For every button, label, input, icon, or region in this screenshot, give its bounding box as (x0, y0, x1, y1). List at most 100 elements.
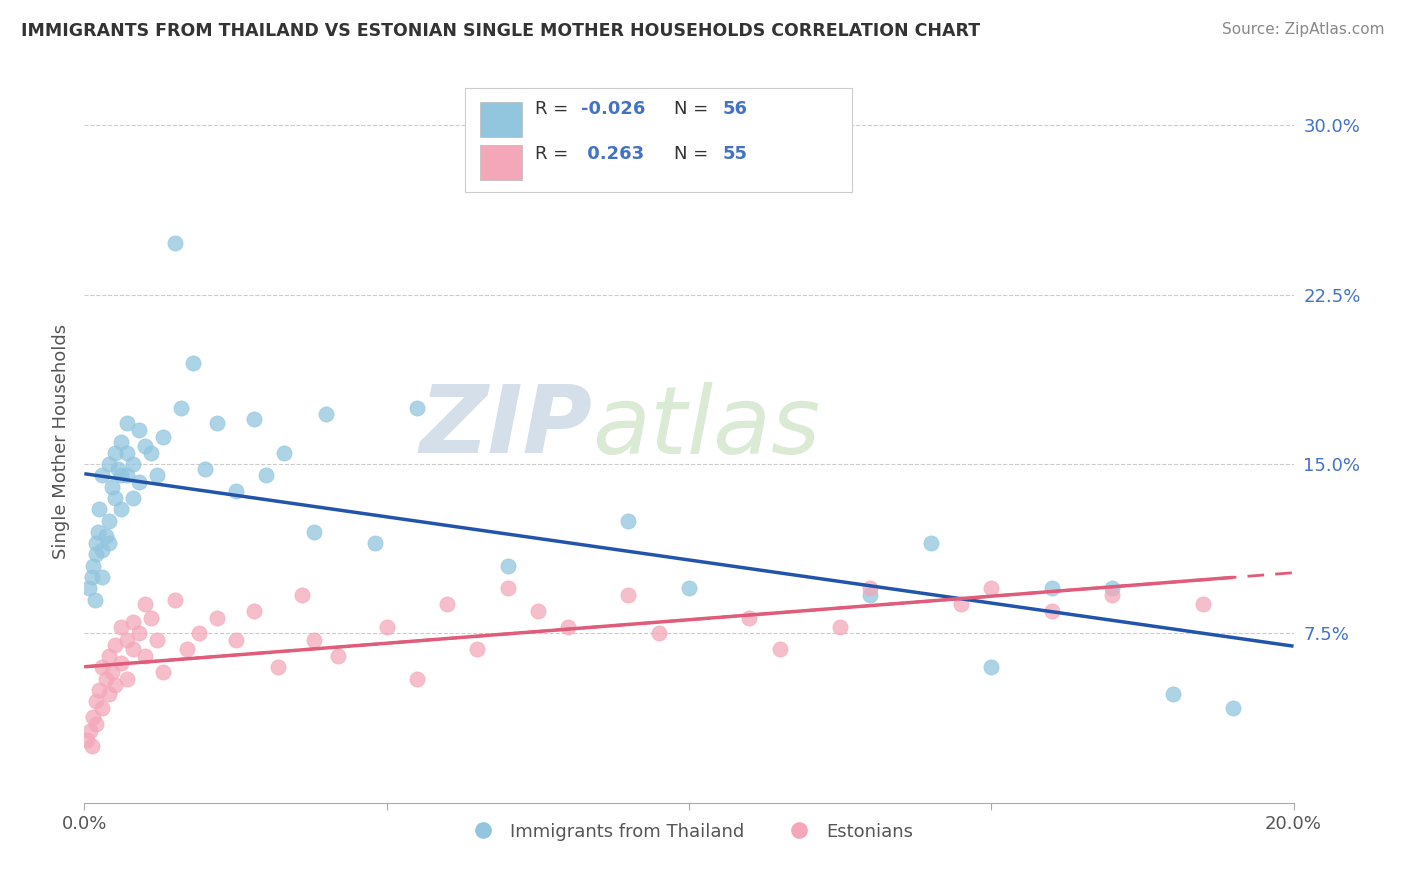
Point (242, 412, 264, 426)
Point (859, 588, 882, 602)
Point (242, 604, 264, 618)
Point (91, 660, 114, 674)
Point (86, 716, 108, 731)
Point (375, 620, 398, 634)
Text: 55: 55 (723, 145, 748, 163)
Point (738, 610, 761, 624)
Point (91, 468, 114, 483)
Point (980, 582, 1002, 596)
Point (104, 638, 127, 652)
Point (86, 524, 108, 539)
Text: Source: ZipAtlas.com: Source: ZipAtlas.com (1222, 22, 1385, 37)
Point (859, 582, 882, 596)
Point (121, 642, 143, 657)
Point (110, 656, 132, 670)
Point (328, 648, 350, 663)
Point (80, 739, 103, 754)
Point (79, 723, 101, 738)
Point (1161, 687, 1184, 701)
Point (146, 468, 169, 483)
Point (94, 529, 117, 543)
Point (165, 235, 187, 250)
Point (121, 457, 143, 471)
FancyBboxPatch shape (479, 102, 522, 136)
Point (94, 672, 117, 686)
Text: IMMIGRANTS FROM THAILAND VS ESTONIAN SINGLE MOTHER HOUSEHOLDS CORRELATION CHART: IMMIGRANTS FROM THAILAND VS ESTONIAN SIN… (21, 22, 980, 40)
Point (110, 502, 132, 516)
Text: N =: N = (675, 100, 714, 118)
Point (115, 633, 138, 648)
Point (363, 536, 385, 550)
Point (82, 558, 104, 573)
Point (121, 615, 143, 630)
Point (176, 642, 198, 657)
Point (406, 401, 429, 415)
Point (107, 461, 129, 475)
Point (830, 620, 852, 634)
Point (91, 542, 114, 557)
FancyBboxPatch shape (479, 145, 522, 180)
Point (1040, 582, 1063, 596)
Text: ZIP: ZIP (419, 381, 592, 473)
Point (110, 434, 132, 449)
Point (980, 660, 1002, 674)
Point (128, 423, 150, 437)
Point (291, 588, 314, 602)
Point (1101, 588, 1123, 602)
Point (77, 582, 100, 596)
Point (128, 626, 150, 640)
Point (97, 648, 120, 663)
Point (128, 475, 150, 490)
Point (207, 417, 229, 431)
Point (152, 665, 174, 679)
Point (134, 648, 156, 663)
Point (267, 660, 290, 674)
Point (115, 446, 138, 460)
Y-axis label: Single Mother Households: Single Mother Households (52, 324, 70, 559)
Point (254, 468, 277, 483)
Point (1192, 597, 1215, 611)
Point (181, 355, 204, 369)
Point (110, 468, 132, 483)
Text: R =: R = (536, 100, 575, 118)
Point (115, 672, 138, 686)
Point (86, 536, 108, 550)
Text: 0.263: 0.263 (581, 145, 644, 163)
Point (104, 491, 127, 505)
Point (146, 633, 169, 648)
Point (86, 548, 108, 562)
Point (617, 514, 640, 528)
Point (80, 570, 103, 584)
Point (134, 597, 156, 611)
FancyBboxPatch shape (465, 87, 852, 193)
Point (406, 672, 429, 686)
Text: 56: 56 (723, 100, 748, 118)
Point (467, 642, 489, 657)
Point (496, 558, 519, 573)
Point (91, 701, 114, 715)
Point (225, 484, 247, 499)
Point (97, 536, 120, 550)
Text: atlas: atlas (592, 382, 821, 473)
Point (769, 642, 792, 657)
Point (1222, 701, 1244, 715)
Point (194, 461, 217, 475)
Point (110, 620, 132, 634)
Point (648, 626, 671, 640)
Point (89, 502, 111, 516)
Point (273, 446, 295, 460)
Point (139, 610, 162, 624)
Point (315, 408, 337, 422)
Point (115, 468, 138, 483)
Text: R =: R = (536, 145, 575, 163)
Point (527, 604, 550, 618)
Text: N =: N = (675, 145, 714, 163)
Point (97, 514, 120, 528)
Point (152, 430, 174, 444)
Point (115, 417, 138, 431)
Point (86, 694, 108, 708)
Point (496, 582, 519, 596)
Point (84, 592, 107, 607)
Point (97, 457, 120, 471)
Point (1101, 582, 1123, 596)
